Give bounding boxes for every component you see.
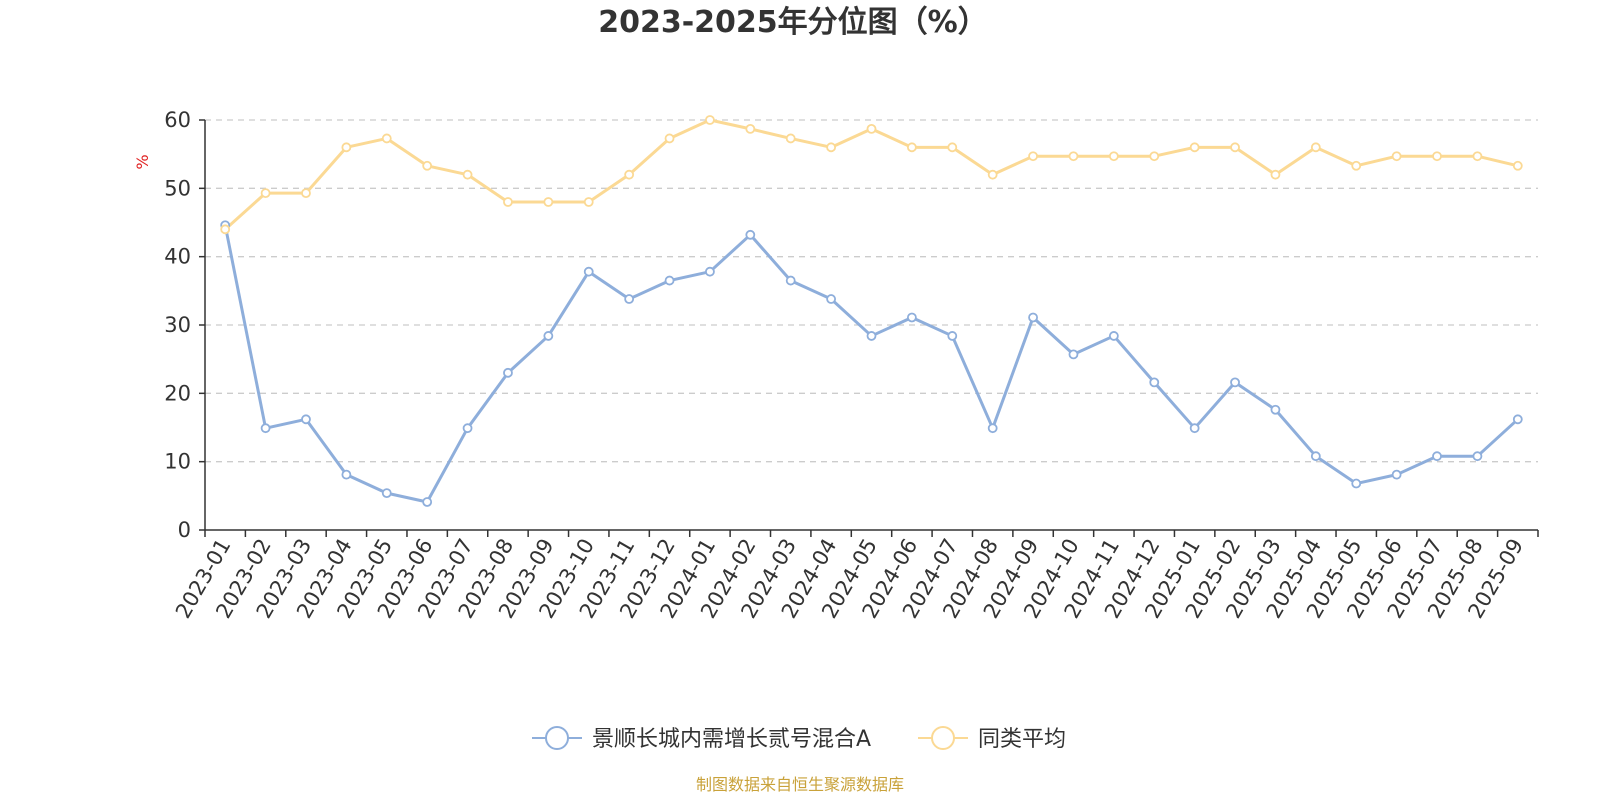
- data-point-series-0[interactable]: [624, 294, 635, 304]
- legend[interactable]: 景顺长城内需增长贰号混合A 同类平均: [532, 726, 1066, 752]
- data-point-series-0[interactable]: [301, 414, 311, 425]
- data-point-series-0[interactable]: [462, 423, 473, 434]
- data-point-series-0[interactable]: [1068, 349, 1079, 360]
- data-point-series-0[interactable]: [1230, 377, 1240, 388]
- y-tick-label: 10: [164, 450, 191, 474]
- data-point-series-0[interactable]: [866, 331, 877, 341]
- data-point-series-0[interactable]: [1351, 478, 1362, 489]
- data-point-series-1[interactable]: [1391, 151, 1402, 162]
- data-point-series-0[interactable]: [1391, 469, 1402, 480]
- data-point-series-0[interactable]: [260, 423, 271, 434]
- data-point-series-1[interactable]: [1230, 142, 1240, 153]
- data-point-series-1[interactable]: [866, 123, 877, 134]
- data-point-series-1[interactable]: [1432, 151, 1442, 162]
- series-line-1: [224, 118, 1519, 231]
- data-point-series-1[interactable]: [1068, 151, 1079, 162]
- data-point-series-0[interactable]: [1432, 451, 1442, 462]
- series-line-0: [223, 224, 1519, 504]
- data-point-series-1[interactable]: [341, 142, 352, 153]
- y-axis-label: %: [133, 154, 152, 169]
- data-point-series-0[interactable]: [1472, 451, 1483, 462]
- data-point-series-1[interactable]: [260, 188, 271, 199]
- data-point-series-1[interactable]: [664, 133, 675, 144]
- data-point-series-1[interactable]: [503, 197, 513, 207]
- data-point-series-1[interactable]: [624, 169, 635, 180]
- chart-title: 2023-2025年分位图（%）: [598, 5, 988, 40]
- data-point-series-1[interactable]: [1310, 142, 1321, 153]
- data-point-series-1[interactable]: [1028, 151, 1038, 162]
- data-point-series-0[interactable]: [1028, 312, 1038, 323]
- data-point-series-0[interactable]: [503, 367, 513, 378]
- data-point-series-1[interactable]: [1189, 142, 1200, 153]
- source-note: 制图数据来自恒生聚源数据库: [696, 775, 904, 794]
- data-point-series-0[interactable]: [745, 229, 756, 240]
- data-point-series-1[interactable]: [745, 123, 756, 134]
- legend-item-1[interactable]: 同类平均: [918, 726, 1066, 752]
- grid-lines: [205, 119, 1538, 463]
- y-tick-label: 30: [164, 313, 191, 337]
- data-point-series-1[interactable]: [1270, 169, 1281, 180]
- data-point-series-1[interactable]: [987, 169, 998, 180]
- data-point-series-1[interactable]: [583, 197, 594, 207]
- data-point-series-1[interactable]: [1108, 151, 1119, 162]
- data-point-series-1[interactable]: [947, 142, 958, 153]
- data-point-series-0[interactable]: [826, 294, 837, 304]
- data-point-series-0[interactable]: [987, 423, 998, 434]
- data-point-series-0[interactable]: [906, 312, 917, 323]
- data-point-series-1[interactable]: [422, 160, 433, 171]
- data-point-series-0[interactable]: [1310, 451, 1321, 462]
- data-point-series-1[interactable]: [1351, 160, 1362, 171]
- data-point-series-1[interactable]: [705, 115, 715, 125]
- data-point-series-1[interactable]: [301, 188, 311, 199]
- data-point-series-0[interactable]: [341, 469, 352, 480]
- data-point-series-1[interactable]: [462, 169, 473, 180]
- data-point-series-0[interactable]: [381, 488, 392, 499]
- data-point-series-1[interactable]: [220, 224, 231, 235]
- legend-circle-icon: [545, 726, 569, 750]
- y-tick-label: 50: [164, 176, 191, 200]
- data-point-series-1[interactable]: [1512, 160, 1523, 171]
- data-point-series-1[interactable]: [826, 142, 837, 153]
- legend-circle-icon: [931, 726, 955, 750]
- data-point-series-1[interactable]: [1472, 151, 1483, 162]
- legend-label: 同类平均: [978, 727, 1066, 752]
- data-point-series-0[interactable]: [583, 266, 594, 277]
- data-point-series-1[interactable]: [785, 133, 796, 144]
- data-point-series-0[interactable]: [705, 266, 715, 277]
- y-tick-label: 40: [164, 245, 191, 269]
- series-lines: [220, 115, 1523, 507]
- axes: 01020304050602023-012023-022023-032023-0…: [164, 108, 1539, 622]
- data-point-series-0[interactable]: [785, 275, 796, 286]
- data-point-series-0[interactable]: [947, 331, 958, 341]
- data-point-series-0[interactable]: [664, 275, 675, 286]
- legend-item-0[interactable]: 景顺长城内需增长贰号混合A: [532, 726, 871, 752]
- legend-label: 景顺长城内需增长贰号混合A: [592, 727, 871, 752]
- data-point-series-0[interactable]: [422, 497, 433, 507]
- y-tick-label: 20: [164, 381, 191, 405]
- data-point-series-1[interactable]: [906, 142, 917, 153]
- data-point-series-0[interactable]: [1270, 404, 1281, 415]
- y-tick-label: 0: [178, 518, 191, 542]
- data-point-series-1[interactable]: [1149, 151, 1160, 162]
- data-point-series-0[interactable]: [1108, 331, 1119, 341]
- data-point-series-0[interactable]: [1512, 414, 1523, 425]
- data-point-series-1[interactable]: [543, 197, 554, 207]
- data-point-series-1[interactable]: [381, 133, 392, 144]
- y-tick-label: 60: [164, 108, 191, 132]
- data-point-series-0[interactable]: [543, 331, 554, 341]
- data-point-series-0[interactable]: [1189, 423, 1200, 434]
- data-point-series-0[interactable]: [1149, 377, 1160, 388]
